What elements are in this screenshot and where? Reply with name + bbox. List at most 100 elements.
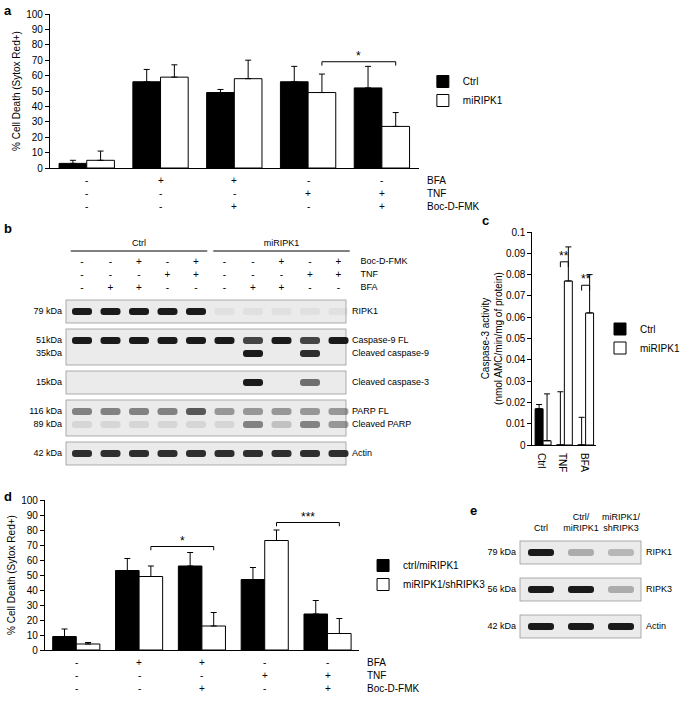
svg-text:+: + bbox=[136, 256, 142, 267]
svg-text:RIPK1: RIPK1 bbox=[646, 547, 672, 557]
svg-text:0.1: 0.1 bbox=[512, 227, 526, 238]
svg-text:+: + bbox=[193, 269, 199, 280]
svg-text:-: - bbox=[223, 282, 226, 293]
svg-text:% Cell Death (Sytox Red+): % Cell Death (Sytox Red+) bbox=[6, 515, 17, 635]
svg-text:-: - bbox=[138, 670, 141, 681]
svg-text:-: - bbox=[75, 670, 78, 681]
svg-text:-: - bbox=[308, 282, 311, 293]
svg-text:+: + bbox=[199, 657, 205, 668]
svg-text:-: - bbox=[223, 256, 226, 267]
svg-text:BFA: BFA bbox=[361, 282, 378, 292]
svg-text:TNF: TNF bbox=[361, 269, 379, 279]
svg-text:-: - bbox=[307, 201, 310, 212]
svg-text:RIPK1: RIPK1 bbox=[352, 306, 378, 316]
svg-text:90: 90 bbox=[27, 510, 39, 521]
svg-text:-: - bbox=[109, 269, 112, 280]
svg-text:ctrl/miRIPK1: ctrl/miRIPK1 bbox=[403, 560, 459, 571]
svg-text:miRIPK1: miRIPK1 bbox=[640, 343, 680, 354]
svg-text:***: *** bbox=[301, 510, 315, 524]
svg-text:RIPK3: RIPK3 bbox=[646, 584, 672, 594]
svg-text:51kDa: 51kDa bbox=[36, 335, 62, 345]
svg-text:TNF: TNF bbox=[427, 188, 446, 199]
svg-text:80: 80 bbox=[27, 525, 39, 536]
svg-text:56 kDa: 56 kDa bbox=[487, 584, 516, 594]
svg-text:-: - bbox=[263, 683, 266, 694]
svg-text:0.09: 0.09 bbox=[506, 248, 526, 259]
svg-text:+: + bbox=[305, 188, 311, 199]
svg-text:-: - bbox=[80, 256, 83, 267]
svg-text:Cleaved caspase-3: Cleaved caspase-3 bbox=[352, 377, 429, 387]
svg-text:-: - bbox=[138, 683, 141, 694]
svg-text:+: + bbox=[262, 670, 268, 681]
svg-text:40: 40 bbox=[32, 101, 44, 112]
svg-text:Ctrl: Ctrl bbox=[640, 324, 656, 335]
svg-text:+: + bbox=[379, 188, 385, 199]
svg-text:miRIPK1: miRIPK1 bbox=[264, 238, 300, 248]
svg-text:100: 100 bbox=[21, 495, 38, 506]
svg-text:-: - bbox=[200, 670, 203, 681]
svg-text:+: + bbox=[231, 175, 237, 186]
svg-text:b: b bbox=[4, 221, 12, 236]
svg-text:35kDa: 35kDa bbox=[36, 348, 62, 358]
svg-text:+: + bbox=[336, 269, 342, 280]
svg-text:Actin: Actin bbox=[352, 448, 372, 458]
svg-text:15kDa: 15kDa bbox=[36, 377, 62, 387]
svg-text:50: 50 bbox=[27, 570, 39, 581]
svg-text:0.07: 0.07 bbox=[506, 290, 526, 301]
svg-text:Ctrl: Ctrl bbox=[463, 76, 479, 87]
svg-text:BFA: BFA bbox=[579, 453, 590, 472]
svg-text:-: - bbox=[85, 175, 88, 186]
svg-text:+: + bbox=[108, 282, 114, 293]
svg-text:79 kDa: 79 kDa bbox=[33, 306, 62, 316]
svg-text:50: 50 bbox=[32, 86, 44, 97]
svg-text:% Cell Death (Sytox Red+): % Cell Death (Sytox Red+) bbox=[11, 31, 22, 151]
svg-text:+: + bbox=[325, 670, 331, 681]
svg-text:10: 10 bbox=[27, 630, 39, 641]
svg-text:Actin: Actin bbox=[646, 621, 666, 631]
svg-text:0.03: 0.03 bbox=[506, 376, 526, 387]
svg-text:10: 10 bbox=[32, 147, 44, 158]
svg-text:30: 30 bbox=[32, 116, 44, 127]
svg-text:-: - bbox=[80, 269, 83, 280]
svg-text:-: - bbox=[166, 256, 169, 267]
svg-text:miRIPK1/: miRIPK1/ bbox=[602, 512, 641, 522]
svg-text:89 kDa: 89 kDa bbox=[33, 419, 62, 429]
svg-text:79 kDa: 79 kDa bbox=[487, 547, 516, 557]
svg-text:0.08: 0.08 bbox=[506, 269, 526, 280]
svg-text:-: - bbox=[263, 657, 266, 668]
svg-text:-: - bbox=[166, 282, 169, 293]
svg-text:Boc-D-FMK: Boc-D-FMK bbox=[367, 683, 420, 694]
svg-text:60: 60 bbox=[27, 555, 39, 566]
svg-text:+: + bbox=[336, 256, 342, 267]
svg-text:+: + bbox=[158, 175, 164, 186]
svg-text:0.06: 0.06 bbox=[506, 312, 526, 323]
svg-text:Cleaved caspase-9: Cleaved caspase-9 bbox=[352, 348, 429, 358]
svg-text:+: + bbox=[307, 269, 313, 280]
svg-text:Caspase-3 activity(nmol AMC/mi: Caspase-3 activity(nmol AMC/min/mg of pr… bbox=[480, 272, 504, 405]
svg-text:-: - bbox=[85, 201, 88, 212]
svg-text:-: - bbox=[137, 269, 140, 280]
svg-text:-: - bbox=[280, 269, 283, 280]
svg-text:0.02: 0.02 bbox=[506, 397, 526, 408]
svg-text:-: - bbox=[380, 175, 383, 186]
svg-text:Ctrl/: Ctrl/ bbox=[573, 512, 590, 522]
svg-text:0: 0 bbox=[37, 163, 43, 174]
svg-text:Boc-D-FMK: Boc-D-FMK bbox=[361, 256, 408, 266]
svg-text:d: d bbox=[4, 489, 12, 504]
svg-text:-: - bbox=[75, 657, 78, 668]
svg-text:Boc-D-FMK: Boc-D-FMK bbox=[427, 201, 480, 212]
svg-text:miRIPK1: miRIPK1 bbox=[463, 95, 503, 106]
svg-text:TNF: TNF bbox=[367, 670, 386, 681]
svg-text:70: 70 bbox=[27, 540, 39, 551]
svg-text:-: - bbox=[159, 188, 162, 199]
svg-text:0.01: 0.01 bbox=[506, 418, 526, 429]
svg-text:116 kDa: 116 kDa bbox=[29, 406, 62, 416]
svg-text:42 kDa: 42 kDa bbox=[487, 621, 516, 631]
svg-text:40: 40 bbox=[27, 585, 39, 596]
svg-text:**: ** bbox=[559, 249, 569, 263]
svg-text:-: - bbox=[326, 657, 329, 668]
svg-text:0.05: 0.05 bbox=[506, 333, 526, 344]
svg-text:100: 100 bbox=[26, 9, 43, 20]
svg-text:-: - bbox=[85, 188, 88, 199]
svg-text:-: - bbox=[223, 269, 226, 280]
